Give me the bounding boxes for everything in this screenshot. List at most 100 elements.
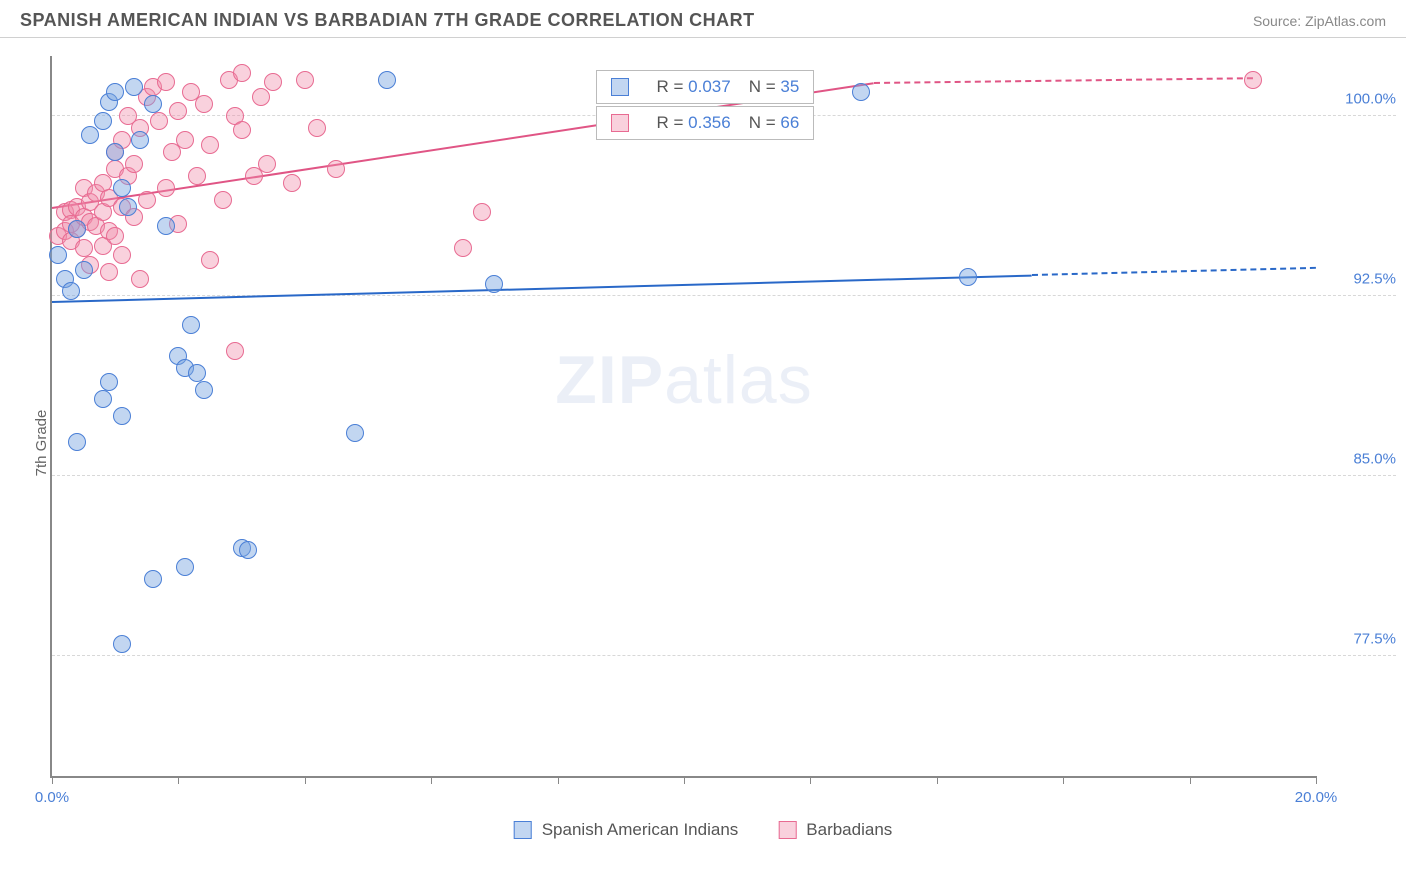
point-series-b — [169, 102, 187, 120]
point-series-a — [113, 635, 131, 653]
stats-box-series-b: R = 0.356 N = 66 — [596, 106, 815, 140]
point-series-a — [852, 83, 870, 101]
point-series-a — [239, 541, 257, 559]
point-series-b — [125, 155, 143, 173]
legend-label-series-b: Barbadians — [806, 820, 892, 840]
y-tick-label: 77.5% — [1326, 631, 1396, 648]
point-series-a — [157, 217, 175, 235]
point-series-a — [119, 198, 137, 216]
header: SPANISH AMERICAN INDIAN VS BARBADIAN 7TH… — [0, 0, 1406, 38]
stat-n-value: 66 — [780, 113, 799, 132]
stats-box-series-a: R = 0.037 N = 35 — [596, 70, 815, 104]
stat-n-label: N = 66 — [749, 113, 800, 133]
legend-item-series-b: Barbadians — [778, 820, 892, 840]
point-series-b — [113, 246, 131, 264]
chart-wrapper: 7th Grade ZIPatlas 77.5%85.0%92.5%100.0%… — [0, 38, 1406, 848]
stat-r-value: 0.037 — [688, 77, 731, 96]
point-series-a — [81, 126, 99, 144]
x-tick — [810, 776, 811, 784]
trendline — [52, 274, 1032, 302]
chart-title: SPANISH AMERICAN INDIAN VS BARBADIAN 7TH… — [20, 10, 755, 31]
x-tick — [305, 776, 306, 784]
point-series-a — [106, 83, 124, 101]
point-series-b — [201, 251, 219, 269]
point-series-a — [182, 316, 200, 334]
source-attribution: Source: ZipAtlas.com — [1253, 13, 1386, 29]
point-series-a — [68, 220, 86, 238]
x-tick-label: 0.0% — [35, 789, 69, 806]
point-series-a — [62, 282, 80, 300]
y-tick-label: 100.0% — [1326, 91, 1396, 108]
x-tick-label: 20.0% — [1295, 789, 1338, 806]
x-tick — [1190, 776, 1191, 784]
plot-area: ZIPatlas 77.5%85.0%92.5%100.0%0.0%20.0%R… — [50, 56, 1316, 778]
point-series-b — [157, 73, 175, 91]
stat-r-label: R = 0.356 — [657, 113, 731, 133]
point-series-a — [113, 407, 131, 425]
point-series-b — [252, 88, 270, 106]
x-tick — [1063, 776, 1064, 784]
y-tick-label: 92.5% — [1326, 271, 1396, 288]
point-series-a — [131, 131, 149, 149]
point-series-b — [195, 95, 213, 113]
legend: Spanish American Indians Barbadians — [514, 820, 893, 840]
swatch-series-b — [778, 821, 796, 839]
point-series-a — [125, 78, 143, 96]
point-series-a — [100, 373, 118, 391]
point-series-b — [264, 73, 282, 91]
point-series-b — [327, 160, 345, 178]
x-tick — [684, 776, 685, 784]
point-series-b — [157, 179, 175, 197]
x-tick — [52, 776, 53, 784]
point-series-a — [959, 268, 977, 286]
point-series-b — [131, 270, 149, 288]
watermark: ZIPatlas — [555, 341, 812, 419]
point-series-b — [226, 342, 244, 360]
stat-r-label: R = 0.037 — [657, 77, 731, 97]
swatch-series-a — [611, 78, 629, 96]
trendline — [874, 78, 1253, 85]
point-series-a — [106, 143, 124, 161]
watermark-bold: ZIP — [555, 342, 664, 418]
x-tick — [178, 776, 179, 784]
point-series-b — [106, 227, 124, 245]
point-series-a — [144, 95, 162, 113]
trendline — [1032, 267, 1316, 276]
point-series-b — [258, 155, 276, 173]
x-tick — [558, 776, 559, 784]
gridline-h — [52, 655, 1396, 656]
legend-label-series-a: Spanish American Indians — [542, 820, 739, 840]
point-series-a — [68, 433, 86, 451]
point-series-b — [188, 167, 206, 185]
point-series-a — [188, 364, 206, 382]
swatch-series-b — [611, 114, 629, 132]
point-series-a — [75, 261, 93, 279]
stat-n-label: N = 35 — [749, 77, 800, 97]
stat-r-value: 0.356 — [688, 113, 731, 132]
point-series-a — [94, 390, 112, 408]
swatch-series-a — [514, 821, 532, 839]
point-series-a — [485, 275, 503, 293]
point-series-b — [296, 71, 314, 89]
point-series-b — [283, 174, 301, 192]
stat-n-value: 35 — [780, 77, 799, 96]
point-series-b — [150, 112, 168, 130]
point-series-b — [454, 239, 472, 257]
point-series-a — [176, 558, 194, 576]
point-series-b — [75, 239, 93, 257]
y-tick-label: 85.0% — [1326, 451, 1396, 468]
point-series-a — [144, 570, 162, 588]
point-series-a — [346, 424, 364, 442]
point-series-b — [100, 263, 118, 281]
point-series-b — [176, 131, 194, 149]
point-series-a — [94, 112, 112, 130]
watermark-rest: atlas — [664, 342, 813, 418]
point-series-a — [49, 246, 67, 264]
point-series-a — [378, 71, 396, 89]
point-series-b — [233, 121, 251, 139]
point-series-a — [195, 381, 213, 399]
y-axis-label: 7th Grade — [33, 410, 50, 477]
x-tick — [1316, 776, 1317, 784]
point-series-b — [1244, 71, 1262, 89]
point-series-b — [308, 119, 326, 137]
